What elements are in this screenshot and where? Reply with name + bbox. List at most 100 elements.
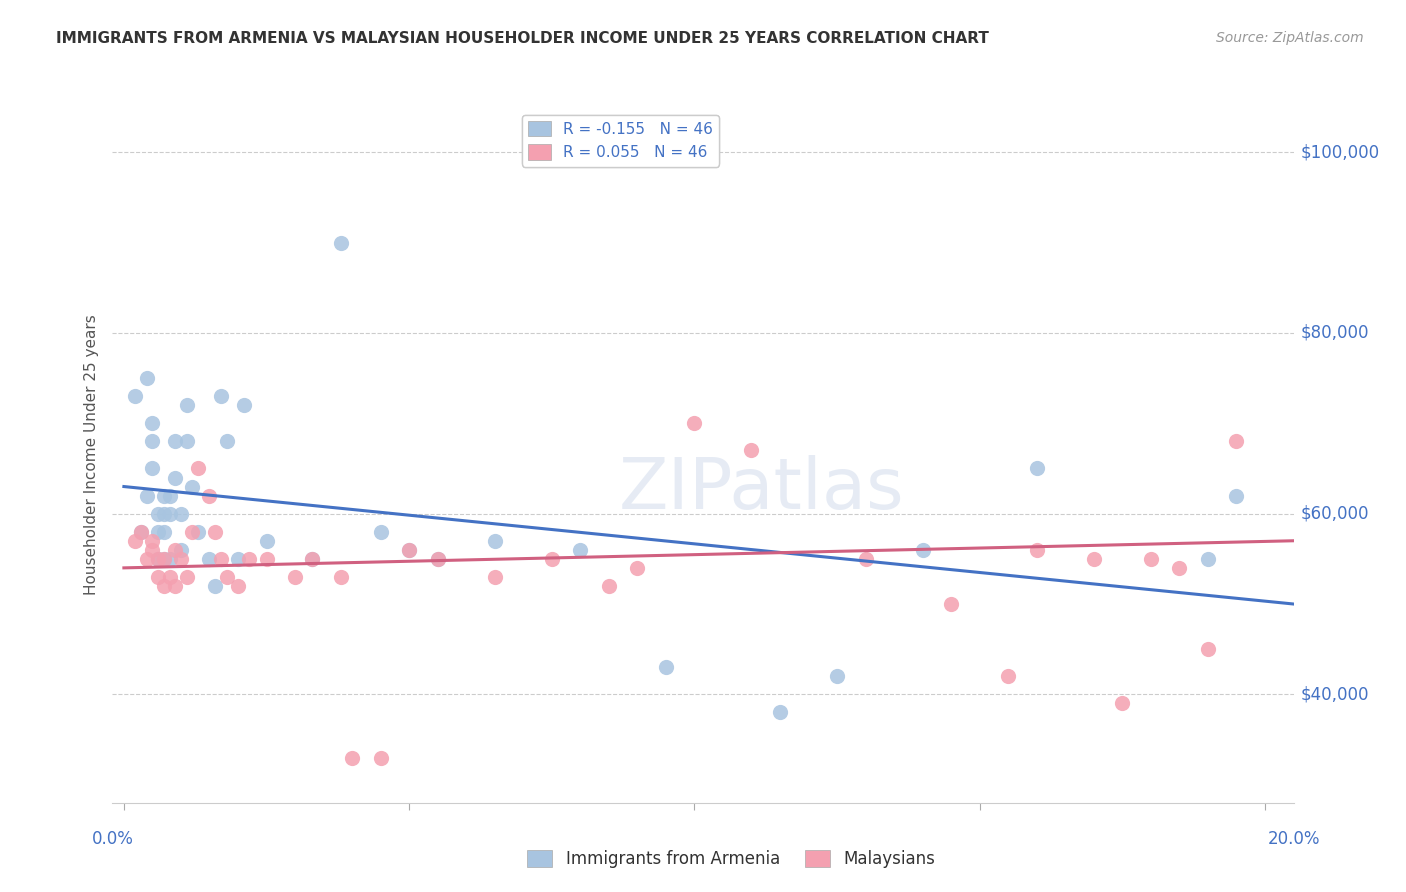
Point	[1197, 551, 1219, 566]
Text: Source: ZipAtlas.com: Source: ZipAtlas.com	[1216, 31, 1364, 45]
Point	[769, 706, 792, 720]
Point	[135, 489, 157, 503]
Point	[215, 570, 238, 584]
Text: $60,000: $60,000	[1301, 505, 1369, 523]
Point	[170, 507, 193, 521]
Text: $40,000: $40,000	[1301, 685, 1369, 704]
Point	[176, 434, 198, 449]
Point	[141, 417, 163, 431]
Point	[141, 434, 163, 449]
Point	[232, 398, 254, 412]
Legend: Immigrants from Armenia, Malaysians: Immigrants from Armenia, Malaysians	[520, 843, 942, 875]
Point	[204, 524, 226, 539]
Point	[159, 551, 181, 566]
Point	[256, 533, 278, 548]
Point	[146, 551, 169, 566]
Point	[540, 551, 562, 566]
Point	[1140, 551, 1163, 566]
Point	[426, 551, 449, 566]
Point	[598, 579, 620, 593]
Point	[209, 389, 232, 403]
Point	[153, 507, 176, 521]
Legend: R = -0.155   N = 46, R = 0.055   N = 46: R = -0.155 N = 46, R = 0.055 N = 46	[522, 115, 718, 167]
Point	[170, 551, 193, 566]
Point	[238, 551, 260, 566]
Point	[226, 579, 249, 593]
Point	[187, 461, 209, 475]
Point	[165, 470, 187, 484]
Text: $100,000: $100,000	[1301, 144, 1379, 161]
Point	[626, 561, 648, 575]
Point	[153, 551, 176, 566]
Point	[141, 461, 163, 475]
Point	[153, 579, 176, 593]
Point	[997, 669, 1019, 683]
Point	[129, 524, 152, 539]
Point	[135, 551, 157, 566]
Point	[370, 750, 392, 764]
Point	[426, 551, 449, 566]
Point	[329, 570, 352, 584]
Point	[301, 551, 323, 566]
Point	[855, 551, 877, 566]
Point	[1025, 461, 1047, 475]
Point	[1225, 434, 1247, 449]
Point	[1197, 642, 1219, 657]
Point	[146, 507, 169, 521]
Y-axis label: Householder Income Under 25 years: Householder Income Under 25 years	[83, 315, 98, 595]
Point	[209, 551, 232, 566]
Point	[170, 542, 193, 557]
Point	[340, 750, 363, 764]
Point	[146, 551, 169, 566]
Point	[153, 489, 176, 503]
Point	[484, 533, 506, 548]
Text: 20.0%: 20.0%	[1267, 830, 1320, 847]
Point	[256, 551, 278, 566]
Point	[141, 533, 163, 548]
Point	[398, 542, 420, 557]
Point	[181, 479, 204, 493]
Point	[181, 524, 204, 539]
Point	[129, 524, 152, 539]
Point	[1111, 697, 1133, 711]
Point	[153, 524, 176, 539]
Point	[146, 524, 169, 539]
Point	[370, 524, 392, 539]
Text: IMMIGRANTS FROM ARMENIA VS MALAYSIAN HOUSEHOLDER INCOME UNDER 25 YEARS CORRELATI: IMMIGRANTS FROM ARMENIA VS MALAYSIAN HOU…	[56, 31, 988, 46]
Point	[284, 570, 307, 584]
Point	[569, 542, 592, 557]
Point	[329, 235, 352, 250]
Point	[740, 443, 762, 458]
Point	[176, 398, 198, 412]
Point	[135, 371, 157, 385]
Point	[204, 579, 226, 593]
Point	[655, 660, 678, 674]
Point	[153, 551, 176, 566]
Point	[159, 489, 181, 503]
Point	[165, 434, 187, 449]
Text: 0.0%: 0.0%	[91, 830, 134, 847]
Point	[683, 417, 706, 431]
Text: ZIPatlas: ZIPatlas	[619, 455, 905, 524]
Point	[198, 489, 221, 503]
Point	[159, 570, 181, 584]
Point	[124, 389, 146, 403]
Point	[124, 533, 146, 548]
Point	[301, 551, 323, 566]
Point	[825, 669, 848, 683]
Point	[165, 579, 187, 593]
Point	[1025, 542, 1047, 557]
Point	[398, 542, 420, 557]
Point	[187, 524, 209, 539]
Point	[146, 570, 169, 584]
Point	[198, 551, 221, 566]
Point	[165, 542, 187, 557]
Point	[911, 542, 934, 557]
Text: $80,000: $80,000	[1301, 324, 1369, 342]
Point	[176, 570, 198, 584]
Point	[141, 542, 163, 557]
Point	[226, 551, 249, 566]
Point	[159, 507, 181, 521]
Point	[1225, 489, 1247, 503]
Point	[1083, 551, 1105, 566]
